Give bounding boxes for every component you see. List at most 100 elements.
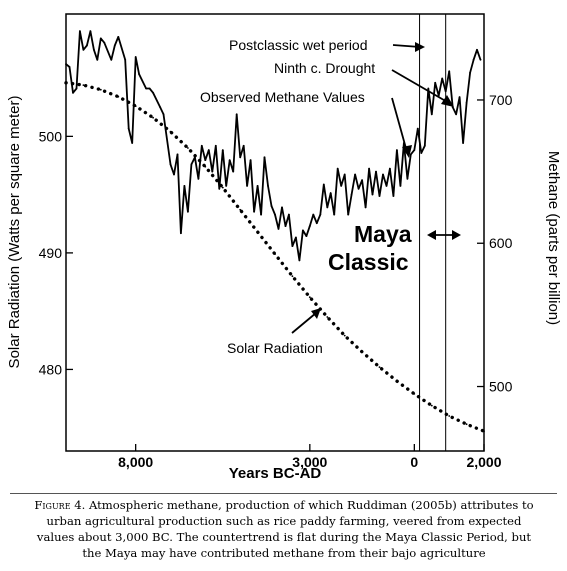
data-point-observed-methane-values (385, 185, 388, 187)
data-point-observed-methane-values (253, 210, 256, 213)
data-point-observed-methane-values (197, 177, 200, 180)
data-point-solar-radiation (343, 334, 346, 337)
data-point-observed-methane-values (469, 71, 471, 74)
y-left-tick-label: 490 (39, 245, 63, 261)
data-point-observed-methane-values (291, 245, 294, 248)
data-point-observed-methane-values (329, 192, 332, 195)
data-point-observed-methane-values (86, 44, 88, 47)
x-tick-label: 8,000 (118, 454, 153, 470)
data-point-solar-radiation (378, 366, 381, 368)
data-point-observed-methane-values (183, 185, 186, 187)
data-point-observed-methane-values (235, 113, 238, 116)
data-point-observed-methane-values (448, 70, 451, 73)
data-point-observed-methane-values (298, 259, 301, 262)
arrowhead-observed (402, 145, 412, 158)
data-point-observed-methane-values (190, 163, 193, 166)
data-point-solar-radiation (483, 430, 485, 433)
figure-caption: Figure 4. Atmospheric methane, productio… (28, 497, 540, 561)
data-point-solar-radiation (396, 380, 398, 382)
data-point-observed-methane-values (444, 90, 447, 93)
data-point-observed-methane-values (350, 193, 353, 196)
data-point-observed-methane-values (99, 37, 102, 40)
data-point-solar-radiation (134, 105, 137, 107)
data-point-observed-methane-values (152, 91, 155, 94)
arrow-solar-radiation (291, 312, 317, 334)
data-point-solar-radiation (187, 147, 189, 149)
annotation-postclassic-wet-period: Postclassic wet period (229, 37, 368, 53)
data-point-observed-methane-values (270, 205, 273, 207)
data-point-observed-methane-values (357, 187, 360, 190)
x-axis-title: Years BC-AD (229, 465, 322, 482)
data-point-observed-methane-values (354, 173, 356, 176)
caption-label: Figure 4. (34, 498, 86, 512)
data-point-observed-methane-values (430, 113, 433, 116)
data-point-observed-methane-values (103, 41, 106, 44)
x-tick-label: 0 (410, 454, 418, 470)
arrowhead-span-right (452, 230, 461, 240)
data-point-solar-radiation (204, 165, 207, 168)
data-point-observed-methane-values (72, 91, 74, 94)
data-point-solar-radiation (82, 84, 85, 86)
data-point-observed-methane-values (204, 159, 207, 162)
data-point-observed-methane-values (274, 213, 276, 216)
data-point-solar-radiation (99, 88, 102, 91)
data-point-observed-methane-values (288, 213, 290, 216)
data-point-observed-methane-values (479, 58, 482, 61)
data-point-observed-methane-values (138, 73, 141, 76)
data-point-solar-radiation (465, 423, 468, 426)
data-point-observed-methane-values (79, 30, 81, 33)
data-point-observed-methane-values (281, 206, 283, 209)
data-point-observed-methane-values (322, 183, 325, 186)
arrowhead-span-left (427, 230, 436, 240)
data-point-observed-methane-values (110, 58, 113, 61)
data-point-solar-radiation (308, 296, 311, 299)
data-point-observed-methane-values (180, 232, 182, 235)
data-point-observed-methane-values (284, 225, 287, 228)
data-point-observed-methane-values (416, 127, 419, 130)
data-point-observed-methane-values (343, 173, 346, 176)
data-point-observed-methane-values (392, 195, 395, 197)
data-point-solar-radiation (430, 404, 433, 407)
x-tick-label: 3,000 (292, 454, 327, 470)
data-point-observed-methane-values (93, 48, 95, 51)
data-point-observed-methane-values (267, 185, 269, 187)
data-point-solar-radiation (256, 231, 259, 233)
data-point-observed-methane-values (214, 144, 217, 147)
arrow-heads (311, 42, 461, 319)
data-point-observed-methane-values (326, 206, 329, 209)
data-point-solar-radiation (291, 275, 294, 278)
data-point-observed-methane-values (263, 156, 266, 159)
data-point-observed-methane-values (260, 213, 262, 216)
data-point-solar-radiation (413, 393, 416, 395)
y-left-axis-title: Solar Radiation (Watts per square meter) (6, 96, 23, 369)
data-point-observed-methane-values (312, 213, 315, 216)
data-point-observed-methane-values (472, 58, 475, 61)
data-point-solar-radiation (65, 81, 67, 84)
data-point-observed-methane-values (406, 177, 409, 180)
data-point-observed-methane-values (319, 213, 322, 216)
data-point-observed-methane-values (476, 48, 478, 51)
annotation-solar-radiation: Solar Radiation (227, 340, 323, 356)
methane-solar-chart: 8,000 3,000 0 2,000 480 490 500 500 600 700 Years… (6, 13, 562, 482)
y-left-tick-label: 500 (39, 128, 63, 144)
data-point-observed-methane-values (347, 213, 350, 216)
data-point-observed-methane-values (364, 206, 367, 209)
data-point-observed-methane-values (225, 185, 228, 187)
data-point-solar-radiation (361, 351, 363, 353)
data-point-observed-methane-values (389, 167, 391, 170)
data-point-observed-methane-values (308, 225, 311, 228)
data-point-observed-methane-values (277, 228, 280, 230)
data-point-observed-methane-values (134, 56, 137, 58)
annotation-ninth-century-drought: Ninth c. Drought (274, 60, 375, 76)
data-point-solar-radiation (221, 186, 224, 189)
data-point-observed-methane-values (427, 87, 430, 90)
data-point-solar-radiation (239, 208, 242, 211)
data-point-solar-radiation (152, 116, 155, 119)
data-point-observed-methane-values (315, 222, 318, 225)
data-point-observed-methane-values (117, 36, 120, 38)
data-point-observed-methane-values (131, 142, 134, 144)
data-point-observed-methane-values (340, 185, 343, 187)
data-point-observed-methane-values (465, 101, 468, 104)
data-point-observed-methane-values (221, 149, 224, 152)
data-point-observed-methane-values (89, 30, 92, 33)
